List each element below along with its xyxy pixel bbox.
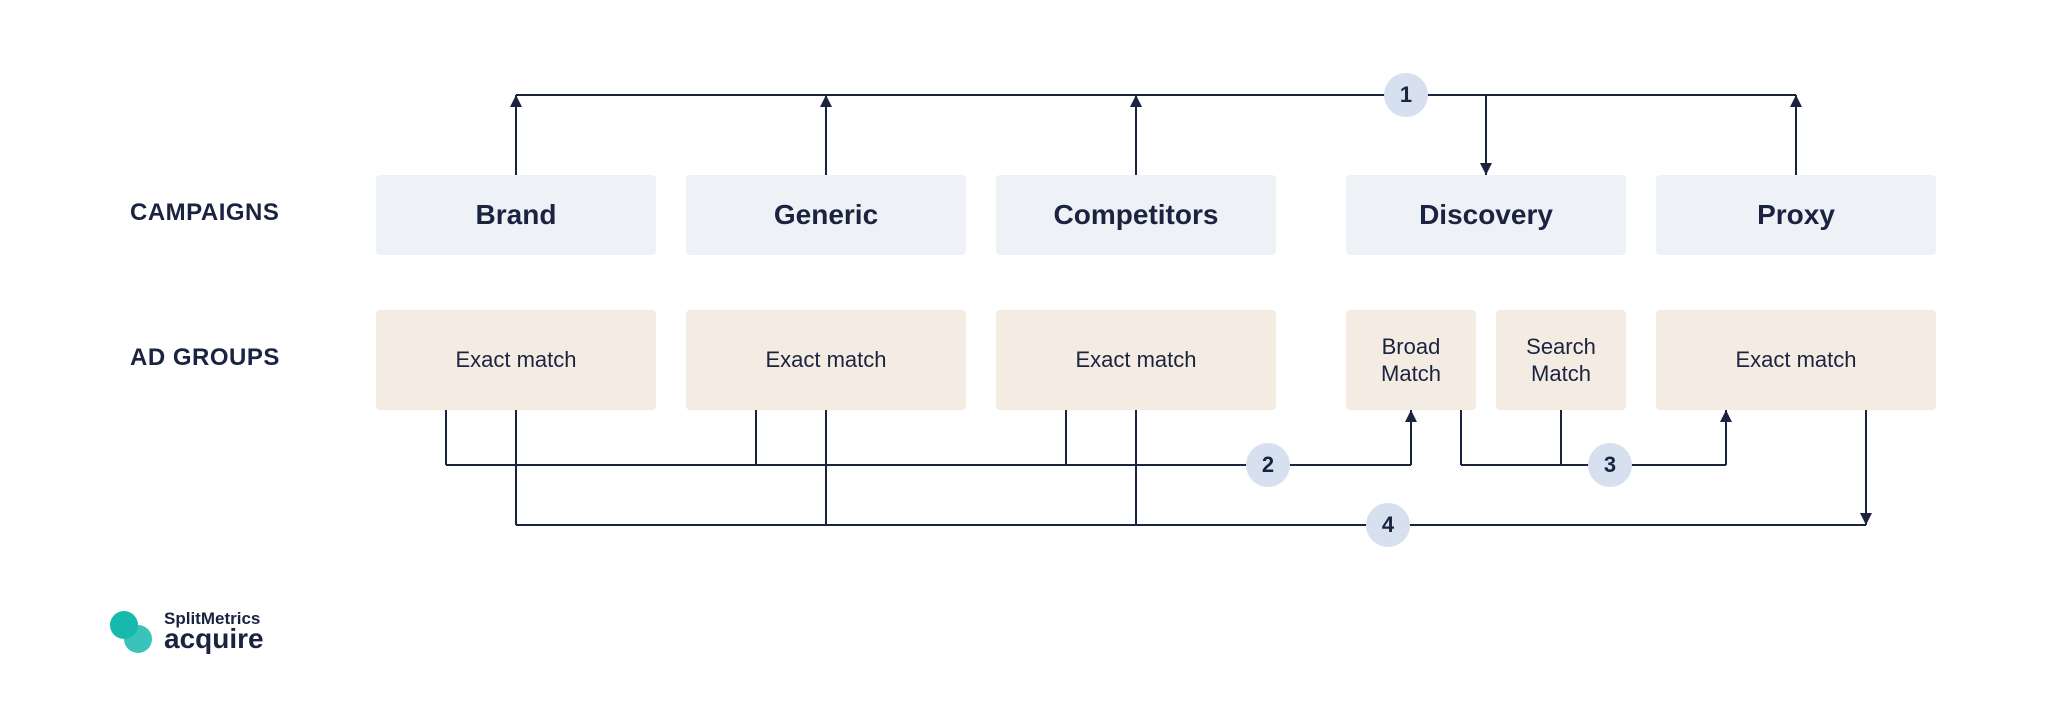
adgroup-exact-generic: Exact match <box>686 310 966 410</box>
logo-mark-icon <box>110 611 152 653</box>
campaign-brand: Brand <box>376 175 656 255</box>
logo-line2: acquire <box>164 625 264 653</box>
campaign-discovery: Discovery <box>1346 175 1626 255</box>
splitmetrics-acquire-logo: SplitMetrics acquire <box>110 610 264 653</box>
adgroup-exact-competitors: Exact match <box>996 310 1276 410</box>
adgroup-exact-proxy: Exact match <box>1656 310 1936 410</box>
row-label-campaigns: CAMPAIGNS <box>130 199 279 227</box>
flow-badge-4: 4 <box>1366 503 1410 547</box>
flow-badge-2: 2 <box>1246 443 1290 487</box>
campaign-generic: Generic <box>686 175 966 255</box>
adgroup-broad: Broad Match <box>1346 310 1476 410</box>
adgroup-exact-brand: Exact match <box>376 310 656 410</box>
row-label-adgroups: AD GROUPS <box>130 344 280 372</box>
flow-badge-3: 3 <box>1588 443 1632 487</box>
campaign-competitors: Competitors <box>996 175 1276 255</box>
flow-badge-1: 1 <box>1384 73 1428 117</box>
campaign-proxy: Proxy <box>1656 175 1936 255</box>
adgroup-search: Search Match <box>1496 310 1626 410</box>
